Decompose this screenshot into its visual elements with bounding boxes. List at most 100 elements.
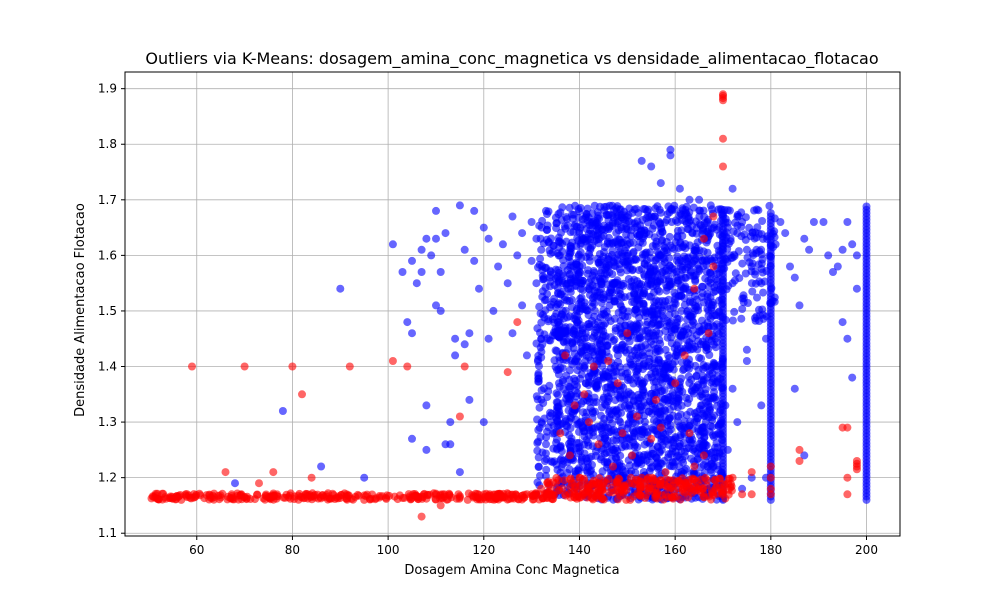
data-point bbox=[269, 468, 278, 477]
data-point bbox=[655, 346, 664, 355]
data-point bbox=[388, 240, 397, 249]
data-point bbox=[536, 471, 544, 480]
data-point bbox=[795, 457, 804, 465]
data-point bbox=[647, 370, 656, 379]
data-point bbox=[422, 234, 431, 243]
data-point bbox=[738, 484, 747, 493]
data-point bbox=[638, 253, 647, 262]
data-point bbox=[664, 427, 673, 436]
data-point bbox=[408, 256, 416, 265]
data-point bbox=[585, 418, 593, 427]
data-point bbox=[537, 484, 546, 493]
data-point bbox=[696, 206, 705, 215]
data-point bbox=[607, 388, 616, 397]
data-point bbox=[703, 407, 712, 416]
data-point bbox=[588, 424, 597, 433]
data-point bbox=[436, 268, 445, 276]
data-point bbox=[556, 238, 565, 247]
data-point bbox=[637, 156, 646, 165]
data-point bbox=[422, 445, 431, 454]
data-point bbox=[691, 302, 700, 310]
data-point bbox=[668, 388, 677, 397]
y-tick-label: 1.4 bbox=[98, 360, 117, 374]
data-point bbox=[215, 495, 224, 504]
data-point bbox=[641, 205, 650, 214]
data-point bbox=[843, 473, 852, 482]
data-point bbox=[707, 378, 716, 387]
data-point bbox=[561, 327, 570, 336]
data-point bbox=[766, 209, 775, 218]
data-point bbox=[554, 278, 563, 287]
data-point bbox=[709, 461, 718, 470]
data-point bbox=[728, 473, 737, 482]
data-point bbox=[307, 473, 316, 482]
data-point bbox=[833, 262, 842, 271]
data-point bbox=[653, 285, 662, 294]
data-point bbox=[550, 356, 559, 365]
data-point bbox=[661, 468, 670, 477]
data-point bbox=[565, 431, 574, 440]
data-point bbox=[588, 294, 597, 302]
data-point bbox=[465, 395, 474, 404]
data-point bbox=[682, 336, 691, 345]
data-point bbox=[685, 379, 694, 387]
data-point bbox=[542, 295, 550, 304]
data-point bbox=[595, 250, 604, 259]
data-point bbox=[719, 209, 727, 218]
data-point bbox=[666, 364, 674, 373]
data-point bbox=[522, 490, 531, 499]
data-point bbox=[597, 349, 606, 358]
data-point bbox=[676, 270, 685, 279]
data-point bbox=[255, 479, 263, 488]
data-point bbox=[598, 403, 606, 412]
data-point bbox=[824, 251, 833, 260]
data-point bbox=[591, 276, 600, 285]
data-point bbox=[239, 493, 248, 502]
data-point bbox=[668, 444, 677, 453]
data-point bbox=[748, 287, 757, 296]
data-point bbox=[533, 439, 542, 447]
data-point bbox=[661, 345, 670, 354]
data-point bbox=[668, 397, 677, 406]
data-point bbox=[711, 275, 720, 284]
data-point bbox=[681, 452, 689, 461]
series-outliers bbox=[147, 90, 861, 521]
data-point bbox=[738, 218, 747, 226]
data-point bbox=[617, 249, 626, 258]
data-point bbox=[728, 184, 737, 193]
data-point bbox=[703, 292, 712, 301]
data-point bbox=[747, 279, 756, 288]
data-point bbox=[408, 434, 416, 443]
data-point bbox=[651, 453, 660, 462]
data-point bbox=[666, 282, 675, 291]
data-point bbox=[698, 282, 707, 291]
data-point bbox=[550, 331, 559, 340]
data-point bbox=[273, 492, 282, 501]
data-point bbox=[605, 301, 614, 310]
data-point bbox=[686, 216, 695, 225]
data-point bbox=[398, 268, 407, 276]
data-point bbox=[705, 492, 714, 501]
data-point bbox=[728, 279, 737, 288]
data-point bbox=[676, 495, 685, 504]
data-point bbox=[625, 292, 634, 301]
data-point bbox=[628, 265, 637, 274]
data-point bbox=[575, 473, 584, 482]
data-point bbox=[624, 275, 633, 283]
data-point bbox=[604, 394, 613, 403]
data-point bbox=[690, 284, 699, 293]
data-point bbox=[710, 322, 718, 331]
data-point bbox=[646, 292, 655, 301]
data-point bbox=[703, 318, 712, 327]
data-point bbox=[692, 371, 701, 380]
data-point bbox=[771, 240, 780, 249]
data-point bbox=[708, 394, 717, 403]
data-point bbox=[489, 306, 498, 315]
data-point bbox=[591, 407, 600, 416]
data-point bbox=[446, 418, 455, 427]
data-point bbox=[569, 326, 578, 335]
data-point bbox=[537, 334, 546, 343]
data-point bbox=[543, 393, 552, 402]
